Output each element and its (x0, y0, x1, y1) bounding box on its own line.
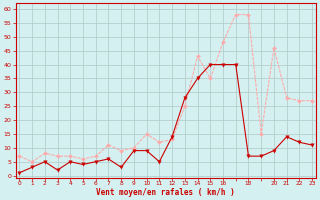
X-axis label: Vent moyen/en rafales ( km/h ): Vent moyen/en rafales ( km/h ) (96, 188, 235, 197)
